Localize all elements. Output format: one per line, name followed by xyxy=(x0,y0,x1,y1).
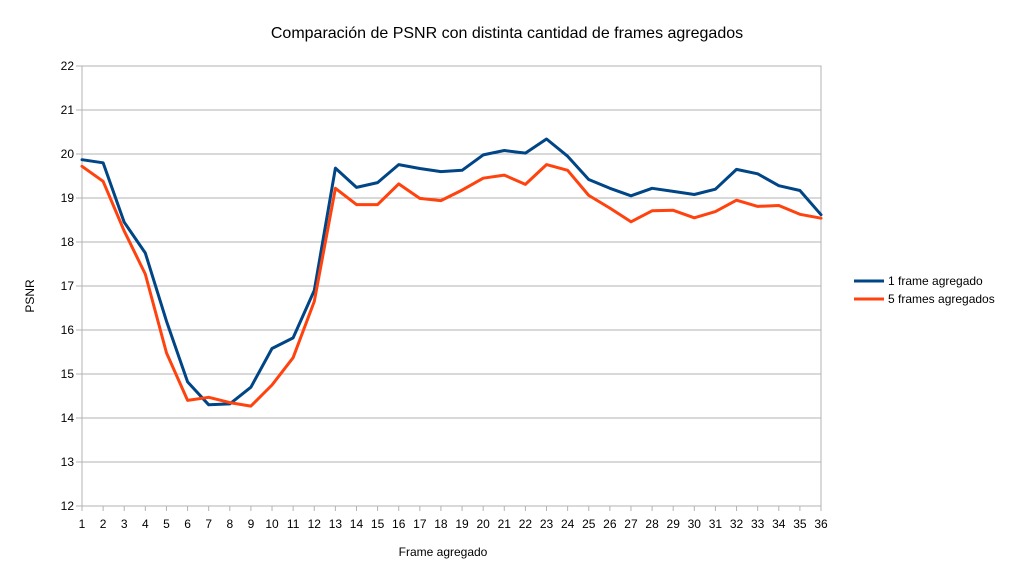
x-tick-label: 31 xyxy=(709,517,723,531)
x-tick-label: 36 xyxy=(814,517,828,531)
x-tick-label: 10 xyxy=(265,517,279,531)
x-tick-label: 4 xyxy=(142,517,149,531)
y-tick-label: 19 xyxy=(61,191,75,205)
x-tick-label: 8 xyxy=(226,517,233,531)
x-tick-label: 20 xyxy=(476,517,490,531)
y-tick-label: 20 xyxy=(61,147,75,161)
legend-label-1: 1 frame agregado xyxy=(888,274,983,288)
x-tick-label: 22 xyxy=(519,517,533,531)
x-tick-label: 5 xyxy=(163,517,170,531)
x-axis-ticks: 1 2 3 4 5 6 7 8 9 10 11 12 13 14 15 16 17 18 19 20 21 22 23 24 2… xyxy=(79,506,828,531)
y-tick-label: 14 xyxy=(61,411,75,425)
x-tick-label: 12 xyxy=(308,517,322,531)
x-tick-label: 29 xyxy=(667,517,681,531)
gridlines xyxy=(82,65,821,507)
y-axis-ticks: 12 13 14 15 16 17 18 19 20 21 22 xyxy=(61,59,82,513)
x-tick-label: 2 xyxy=(100,517,107,531)
x-tick-label: 32 xyxy=(730,517,744,531)
x-tick-label: 26 xyxy=(603,517,617,531)
series-line-2 xyxy=(80,163,823,408)
x-tick-label: 17 xyxy=(413,517,427,531)
x-tick-label: 15 xyxy=(371,517,385,531)
y-tick-label: 21 xyxy=(61,103,75,117)
x-tick-label: 35 xyxy=(793,517,807,531)
series-line-1 xyxy=(80,137,823,407)
x-tick-label: 9 xyxy=(248,517,255,531)
x-tick-label: 33 xyxy=(751,517,765,531)
y-tick-label: 15 xyxy=(61,367,75,381)
x-tick-label: 6 xyxy=(184,517,191,531)
y-tick-label: 22 xyxy=(61,59,75,73)
legend: 1 frame agregado 5 frames agregados xyxy=(854,274,995,306)
y-tick-label: 16 xyxy=(61,323,75,337)
x-tick-label: 23 xyxy=(540,517,554,531)
legend-label-2: 5 frames agregados xyxy=(888,292,995,306)
x-tick-label: 21 xyxy=(498,517,512,531)
x-tick-label: 1 xyxy=(79,517,86,531)
x-tick-label: 19 xyxy=(455,517,469,531)
x-tick-label: 27 xyxy=(624,517,638,531)
x-tick-label: 28 xyxy=(645,517,659,531)
y-tick-label: 17 xyxy=(61,279,75,293)
x-tick-label: 14 xyxy=(350,517,364,531)
x-tick-label: 13 xyxy=(329,517,343,531)
x-tick-label: 24 xyxy=(561,517,575,531)
x-tick-label: 25 xyxy=(582,517,596,531)
x-tick-label: 11 xyxy=(287,517,300,531)
x-tick-label: 34 xyxy=(772,517,786,531)
y-tick-label: 12 xyxy=(61,499,75,513)
y-tick-label: 13 xyxy=(61,455,75,469)
y-axis-label: PSNR xyxy=(23,279,37,313)
series-lines xyxy=(80,137,823,408)
x-tick-label: 18 xyxy=(434,517,448,531)
x-axis-label: Frame agregado xyxy=(399,545,488,559)
x-tick-label: 7 xyxy=(205,517,212,531)
y-tick-label: 18 xyxy=(61,235,75,249)
x-tick-label: 3 xyxy=(121,517,128,531)
x-tick-label: 30 xyxy=(688,517,702,531)
chart-title: Comparación de PSNR con distinta cantida… xyxy=(271,25,743,42)
x-tick-label: 16 xyxy=(392,517,406,531)
